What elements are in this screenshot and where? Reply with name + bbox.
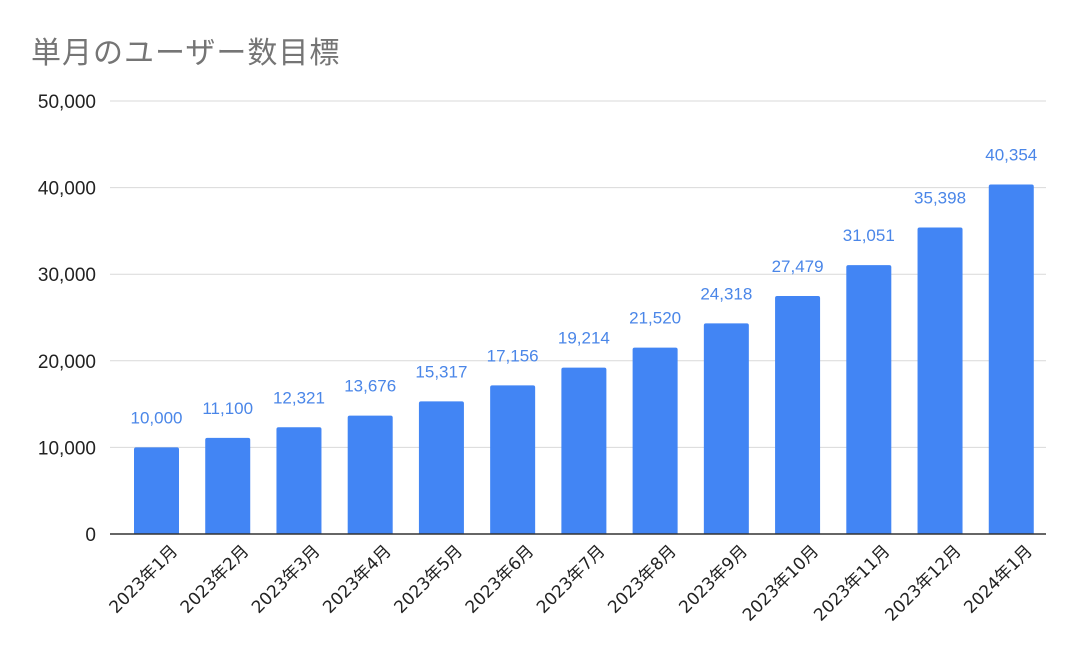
data-label: 40,354 bbox=[985, 146, 1037, 165]
bar bbox=[703, 323, 749, 534]
x-tick-label: 2023年4月 bbox=[319, 541, 395, 617]
data-label: 15,317 bbox=[415, 362, 467, 381]
x-tick-label: 2023年12月 bbox=[881, 541, 965, 625]
bar bbox=[988, 184, 1034, 534]
x-axis-ticks: 2023年1月2023年2月2023年3月2023年4月2023年5月2023年… bbox=[106, 541, 1037, 625]
bar bbox=[418, 401, 464, 534]
bar bbox=[205, 437, 251, 534]
x-tick-label: 2023年9月 bbox=[675, 541, 751, 617]
y-tick-label: 10,000 bbox=[38, 438, 96, 459]
data-label: 27,479 bbox=[772, 257, 824, 276]
x-tick-label: 2023年2月 bbox=[177, 541, 253, 617]
bar bbox=[134, 447, 179, 534]
x-tick-label: 2023年8月 bbox=[604, 541, 680, 617]
data-label: 31,051 bbox=[843, 226, 895, 245]
bar bbox=[561, 367, 607, 534]
bars bbox=[134, 184, 1034, 535]
data-labels: 10,000 11,100 12,321 13,676 15,317 17,156 19,2… bbox=[131, 146, 1038, 428]
data-label: 24,318 bbox=[700, 284, 752, 303]
y-tick-label: 30,000 bbox=[38, 265, 96, 286]
data-label: 35,398 bbox=[914, 188, 966, 207]
x-tick-label: 2023年1月 bbox=[106, 541, 182, 617]
data-label: 11,100 bbox=[202, 399, 253, 418]
bar bbox=[632, 347, 678, 534]
bar bbox=[490, 385, 536, 534]
bar bbox=[846, 265, 892, 534]
data-label: 21,520 bbox=[629, 309, 681, 328]
y-tick-label: 0 bbox=[85, 525, 96, 546]
x-tick-label: 2023年5月 bbox=[391, 541, 467, 617]
data-label: 17,156 bbox=[487, 346, 539, 365]
y-tick-label: 40,000 bbox=[38, 179, 96, 200]
bar bbox=[917, 227, 963, 535]
chart-title: 単月のユーザー数目標 bbox=[31, 36, 341, 71]
data-label: 19,214 bbox=[558, 329, 610, 348]
bar bbox=[276, 427, 322, 534]
x-tick-label: 2023年6月 bbox=[462, 541, 538, 617]
bar bbox=[347, 415, 393, 534]
y-axis-ticks: 0 10,000 20,000 30,000 40,000 50,000 bbox=[38, 92, 96, 546]
data-label: 10,000 bbox=[131, 408, 183, 427]
y-tick-label: 50,000 bbox=[38, 92, 96, 113]
x-tick-label: 2023年3月 bbox=[248, 541, 324, 617]
data-label: 12,321 bbox=[273, 388, 325, 407]
bar bbox=[775, 296, 821, 534]
y-tick-label: 20,000 bbox=[38, 352, 96, 373]
data-label: 13,676 bbox=[344, 377, 396, 396]
x-tick-label: 2024年1月 bbox=[960, 541, 1036, 617]
x-tick-label: 2023年7月 bbox=[533, 541, 609, 617]
